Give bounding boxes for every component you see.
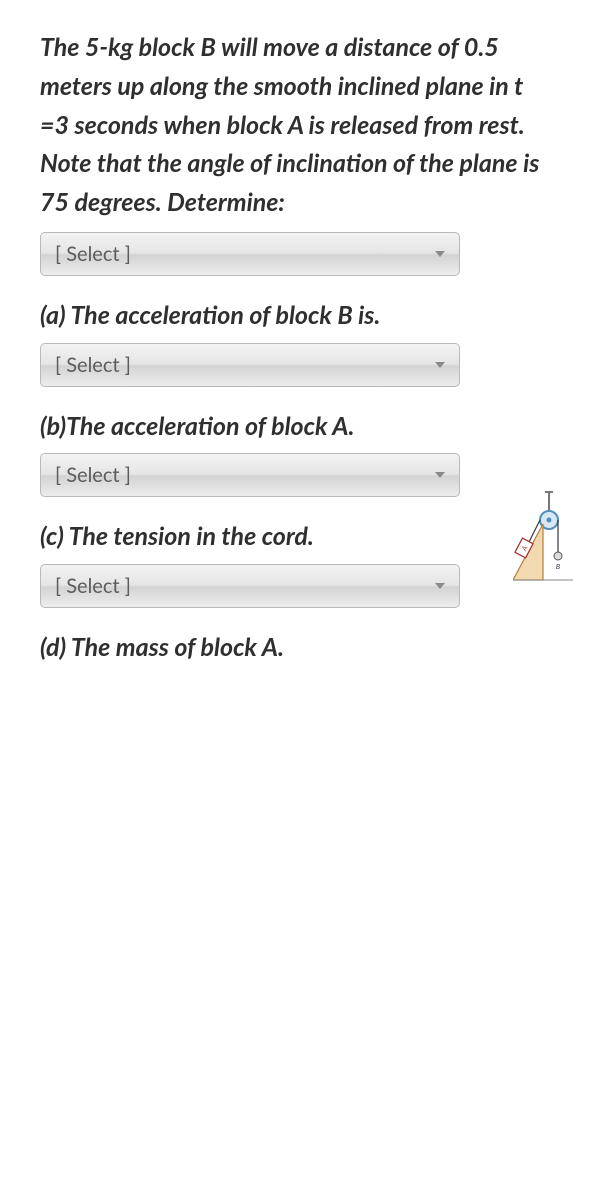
part-d-text: (d) The mass of block A. — [40, 628, 555, 667]
select-b[interactable]: [ Select ] — [40, 453, 460, 497]
part-a-text: (a) The acceleration of block B is. — [40, 296, 555, 335]
chevron-down-icon — [435, 583, 445, 589]
part-c-text: (c) The tension in the cord. — [40, 517, 555, 556]
incline-diagram: B A — [513, 490, 581, 590]
chevron-down-icon — [435, 472, 445, 478]
block-b-label: B — [556, 563, 560, 571]
select-a[interactable]: [ Select ] — [40, 343, 460, 387]
select-placeholder: [ Select ] — [55, 353, 131, 377]
select-c[interactable]: [ Select ] — [40, 564, 460, 608]
select-intro[interactable]: [ Select ] — [40, 232, 460, 276]
problem-intro: The 5-kg block B will move a distance of… — [40, 28, 555, 222]
select-placeholder: [ Select ] — [55, 463, 131, 487]
chevron-down-icon — [435, 362, 445, 368]
select-placeholder: [ Select ] — [55, 574, 131, 598]
chevron-down-icon — [435, 251, 445, 257]
part-b-text: (b)The acceleration of block A. — [40, 407, 555, 446]
select-placeholder: [ Select ] — [55, 242, 131, 266]
